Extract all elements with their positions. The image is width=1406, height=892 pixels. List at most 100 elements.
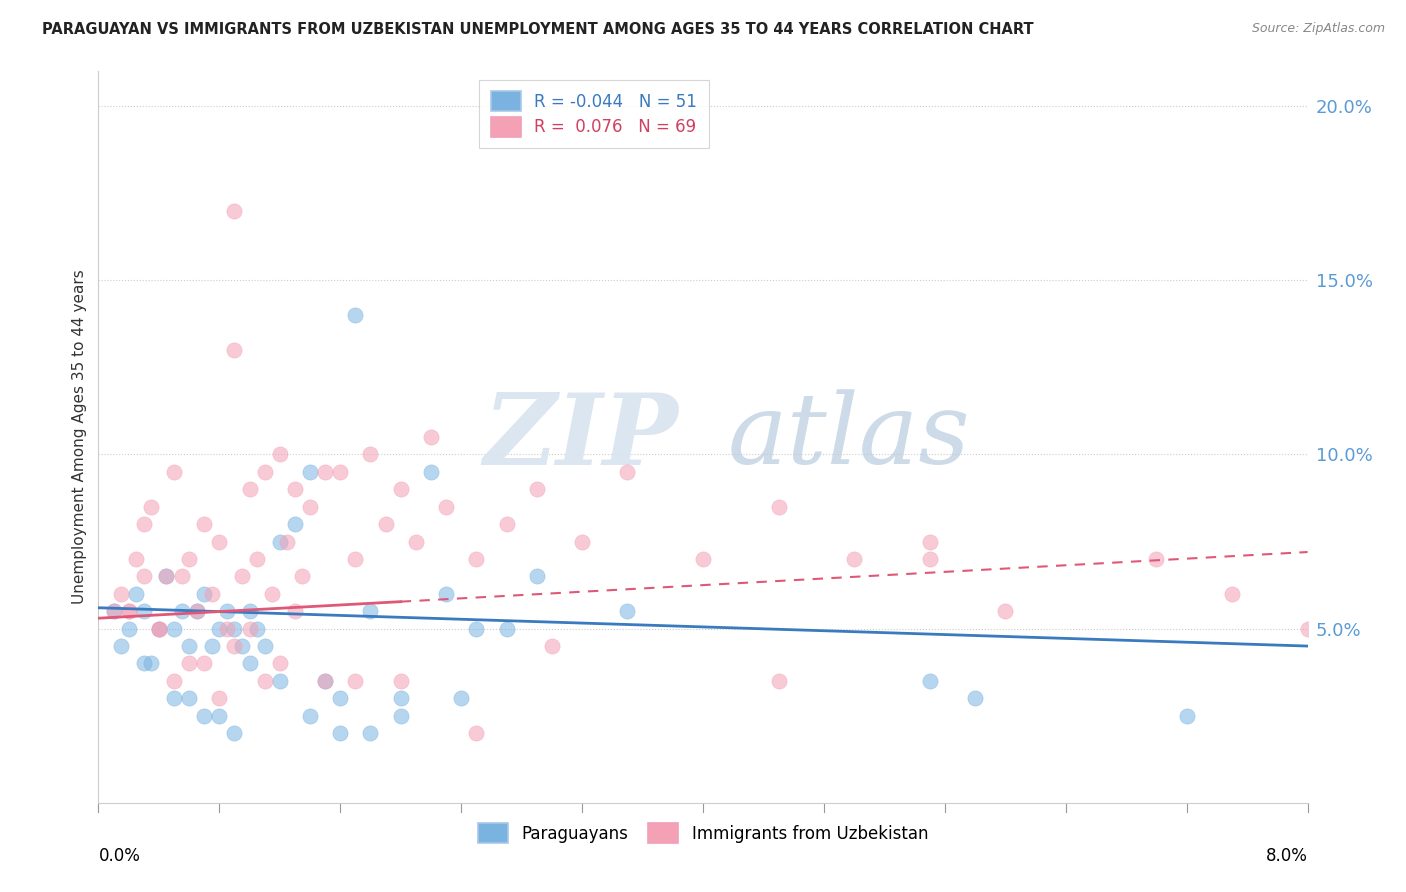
Point — [374, 517, 396, 532]
Point — [208, 691, 231, 706]
Point — [118, 604, 141, 618]
Point — [360, 448, 382, 462]
Point — [125, 552, 148, 566]
Point — [253, 639, 276, 653]
Point — [163, 465, 186, 479]
Point — [571, 534, 593, 549]
Point — [284, 604, 307, 618]
Point — [1296, 622, 1319, 636]
Point — [193, 517, 215, 532]
Text: 0.0%: 0.0% — [98, 847, 141, 864]
Point — [344, 673, 367, 688]
Point — [329, 726, 352, 740]
Point — [163, 673, 186, 688]
Point — [540, 639, 562, 653]
Point — [291, 569, 314, 583]
Point — [201, 587, 224, 601]
Point — [299, 465, 322, 479]
Legend: Paraguayans, Immigrants from Uzbekistan: Paraguayans, Immigrants from Uzbekistan — [471, 817, 935, 849]
Point — [405, 534, 427, 549]
Point — [246, 552, 269, 566]
Point — [276, 534, 298, 549]
Point — [208, 622, 231, 636]
Point — [179, 691, 201, 706]
Point — [215, 622, 238, 636]
Point — [844, 552, 866, 566]
Point — [103, 604, 125, 618]
Text: ZIP: ZIP — [484, 389, 679, 485]
Point — [179, 657, 201, 671]
Point — [434, 587, 457, 601]
Point — [231, 639, 253, 653]
Point — [526, 569, 548, 583]
Point — [186, 604, 208, 618]
Point — [465, 726, 488, 740]
Point — [224, 726, 246, 740]
Point — [918, 673, 941, 688]
Point — [360, 604, 382, 618]
Point — [201, 639, 224, 653]
Point — [314, 673, 336, 688]
Point — [125, 587, 148, 601]
Point — [179, 639, 201, 653]
Point — [132, 657, 155, 671]
Point — [420, 465, 443, 479]
Point — [193, 657, 215, 671]
Point — [420, 430, 443, 444]
Point — [1220, 587, 1243, 601]
Point — [269, 448, 291, 462]
Point — [239, 604, 262, 618]
Point — [465, 622, 488, 636]
Point — [253, 465, 276, 479]
Point — [224, 622, 246, 636]
Point — [239, 657, 262, 671]
Point — [262, 587, 284, 601]
Point — [208, 708, 231, 723]
Point — [132, 517, 155, 532]
Point — [526, 483, 548, 497]
Point — [224, 203, 246, 218]
Point — [163, 622, 186, 636]
Point — [329, 691, 352, 706]
Point — [344, 308, 367, 322]
Point — [616, 604, 638, 618]
Point — [110, 587, 132, 601]
Point — [314, 465, 336, 479]
Point — [170, 604, 193, 618]
Point — [1175, 708, 1198, 723]
Point — [314, 673, 336, 688]
Point — [239, 622, 262, 636]
Point — [141, 657, 163, 671]
Text: atlas: atlas — [727, 390, 970, 484]
Point — [450, 691, 472, 706]
Point — [224, 639, 246, 653]
Point — [918, 552, 941, 566]
Point — [253, 673, 276, 688]
Point — [193, 587, 215, 601]
Point — [344, 552, 367, 566]
Point — [994, 604, 1017, 618]
Point — [239, 483, 262, 497]
Point — [389, 483, 412, 497]
Point — [141, 500, 163, 514]
Point — [389, 691, 412, 706]
Point — [132, 604, 155, 618]
Point — [118, 604, 141, 618]
Text: PARAGUAYAN VS IMMIGRANTS FROM UZBEKISTAN UNEMPLOYMENT AMONG AGES 35 TO 44 YEARS : PARAGUAYAN VS IMMIGRANTS FROM UZBEKISTAN… — [42, 22, 1033, 37]
Point — [269, 673, 291, 688]
Point — [284, 483, 307, 497]
Point — [148, 622, 170, 636]
Point — [246, 622, 269, 636]
Point — [170, 569, 193, 583]
Point — [132, 569, 155, 583]
Point — [465, 552, 488, 566]
Point — [495, 517, 517, 532]
Point — [155, 569, 177, 583]
Y-axis label: Unemployment Among Ages 35 to 44 years: Unemployment Among Ages 35 to 44 years — [72, 269, 87, 605]
Point — [389, 673, 412, 688]
Point — [360, 726, 382, 740]
Text: 8.0%: 8.0% — [1265, 847, 1308, 864]
Point — [329, 465, 352, 479]
Point — [215, 604, 238, 618]
Point — [389, 708, 412, 723]
